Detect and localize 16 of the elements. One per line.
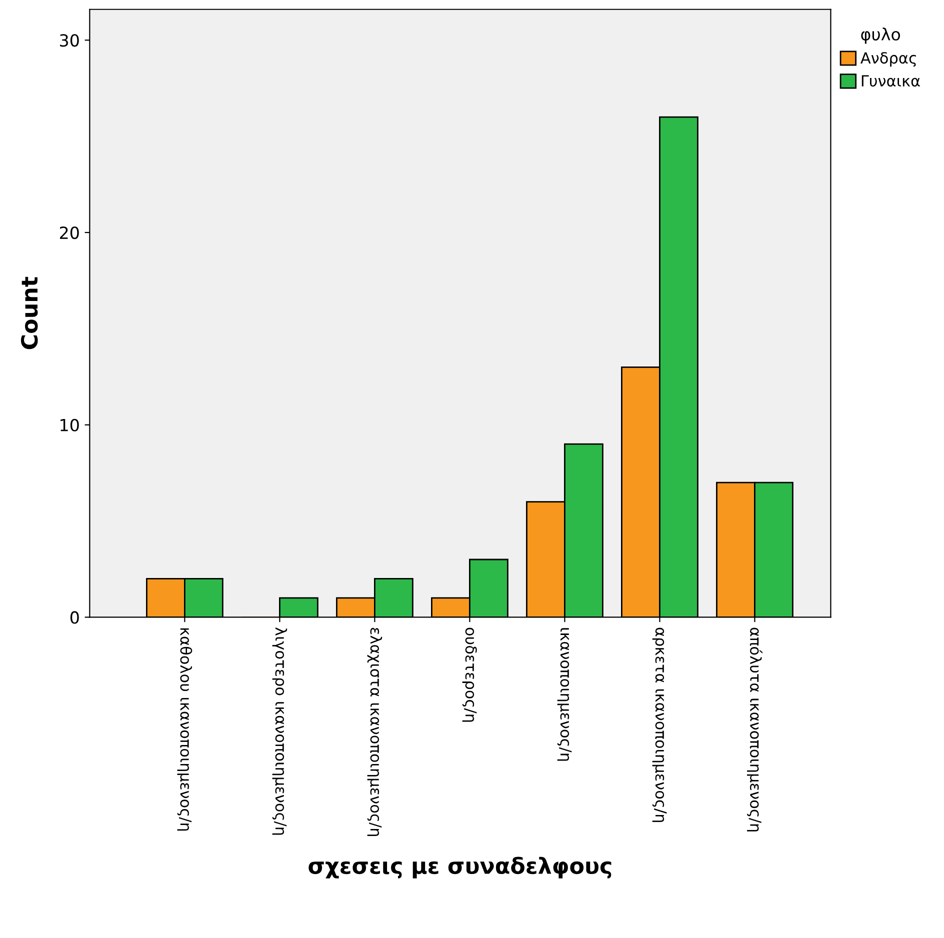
x-tick-label: απόλυτα ικανοποιημενος/η xyxy=(747,628,762,832)
x-axis-title: σχεσεις με συναδελφους xyxy=(308,856,612,878)
y-tick-label: 0 xyxy=(70,611,79,624)
legend-label: Ανδρας xyxy=(860,52,916,67)
y-axis-title: Count xyxy=(20,276,38,350)
x-tick-label: ικανοποιημενος/η xyxy=(557,628,572,761)
legend-label: Γυναικα xyxy=(862,75,920,87)
legend-title: φυλο xyxy=(861,28,900,44)
x-tick-label: ελαχιστα ικανοποιημενος/η xyxy=(367,628,382,836)
x-tick-label: ουδετερος/η xyxy=(462,628,477,722)
x-tick-label: καθολου ικανοποιημενος/η xyxy=(177,628,192,831)
x-tick-label: αρκετα ικανοποιημενος/η xyxy=(652,628,667,822)
x-tick-label: λιγοτερο ικανοποιημενος/η xyxy=(272,627,288,835)
y-tick-label: 10 xyxy=(60,418,79,432)
y-tick-label: 30 xyxy=(60,34,79,47)
y-tick-label: 20 xyxy=(60,226,79,240)
